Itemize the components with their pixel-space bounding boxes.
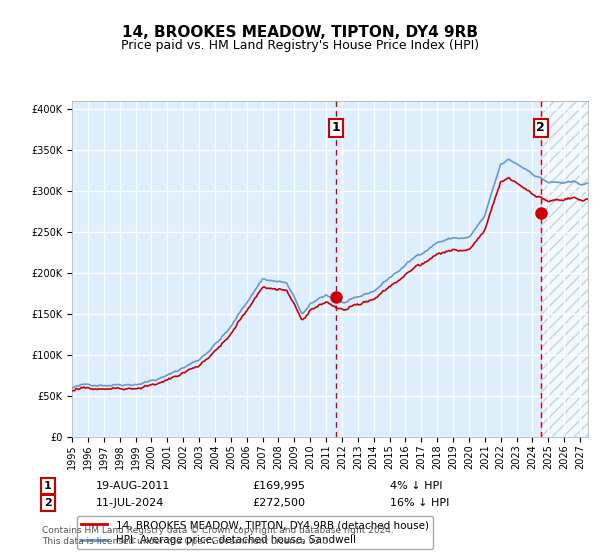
Text: 2: 2 xyxy=(536,121,545,134)
Text: 4% ↓ HPI: 4% ↓ HPI xyxy=(390,481,443,491)
Text: 19-AUG-2011: 19-AUG-2011 xyxy=(96,481,170,491)
Text: £272,500: £272,500 xyxy=(252,498,305,508)
Text: 11-JUL-2024: 11-JUL-2024 xyxy=(96,498,164,508)
Text: 1: 1 xyxy=(332,121,340,134)
Text: 1: 1 xyxy=(44,481,52,491)
Text: 2: 2 xyxy=(44,498,52,508)
Text: 16% ↓ HPI: 16% ↓ HPI xyxy=(390,498,449,508)
Text: Price paid vs. HM Land Registry's House Price Index (HPI): Price paid vs. HM Land Registry's House … xyxy=(121,39,479,52)
Text: Contains HM Land Registry data © Crown copyright and database right 2024.
This d: Contains HM Land Registry data © Crown c… xyxy=(42,526,394,546)
Text: £169,995: £169,995 xyxy=(252,481,305,491)
Text: 14, BROOKES MEADOW, TIPTON, DY4 9RB: 14, BROOKES MEADOW, TIPTON, DY4 9RB xyxy=(122,25,478,40)
Legend: 14, BROOKES MEADOW, TIPTON, DY4 9RB (detached house), HPI: Average price, detach: 14, BROOKES MEADOW, TIPTON, DY4 9RB (det… xyxy=(77,516,433,549)
